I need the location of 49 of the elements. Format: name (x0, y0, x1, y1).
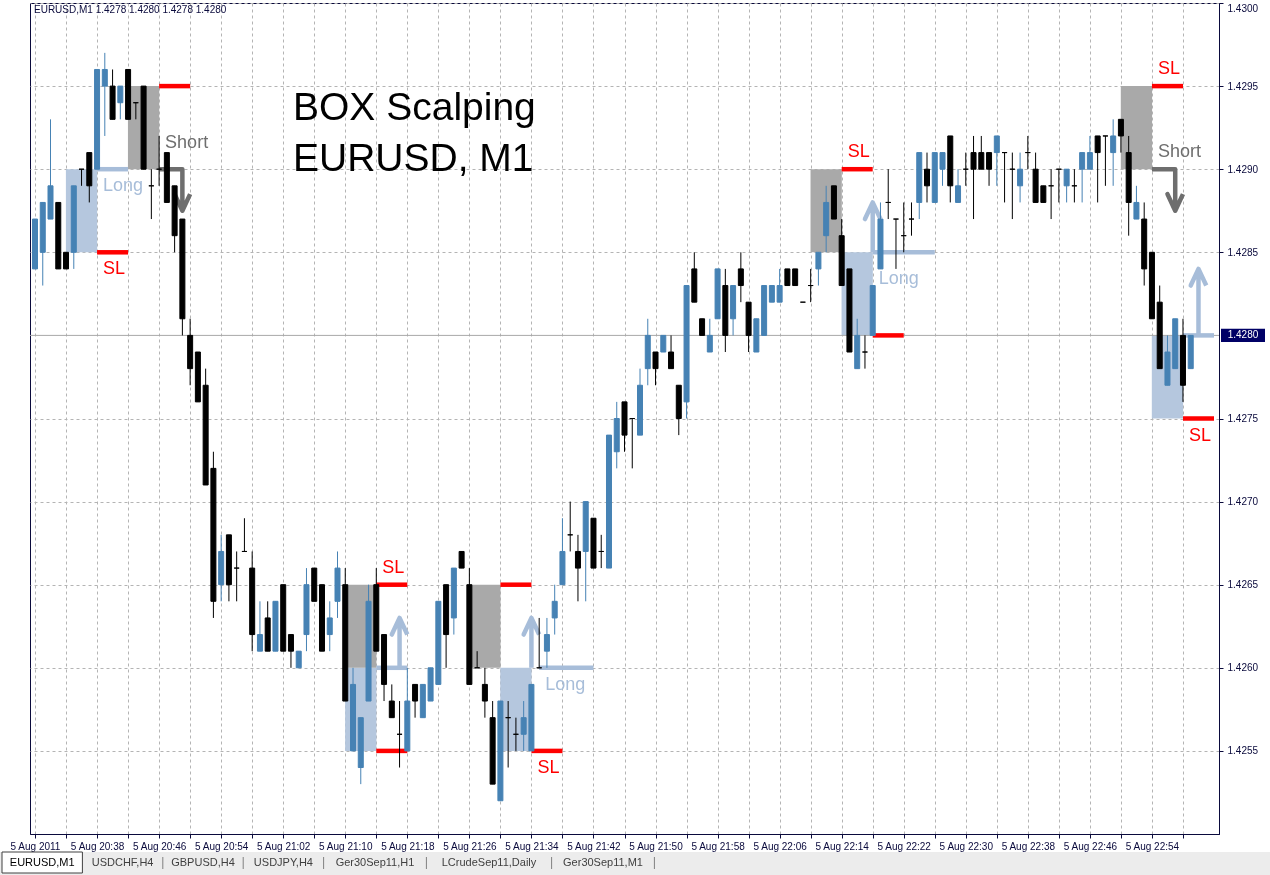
text: LCrudeSep11,Daily (441, 856, 537, 868)
x-tick-label: 5 Aug 22:46 (1063, 840, 1118, 852)
ref-line-label: 1.4280 (1227, 329, 1259, 341)
text: Ger30Sep11,M1 (563, 856, 643, 868)
x-tick-label: 5 Aug 21:10 (319, 840, 373, 852)
x-tick-label: 5 Aug 21:58 (691, 840, 746, 852)
x-tick-label: 5 Aug 20:54 (194, 840, 249, 852)
y-tick-label: 1.4265 (1227, 579, 1259, 591)
series-label: SL (103, 258, 126, 279)
x-tick-label: 5 Aug 20:46 (132, 840, 187, 852)
x-tick-label: 5 Aug 22:38 (1001, 840, 1056, 852)
x-tick-label: 5 Aug 22:14 (815, 840, 870, 852)
y-tick-label: 1.4285 (1227, 246, 1259, 258)
x-tick-label: 5 Aug 22:30 (939, 840, 994, 852)
x-tick-label: 5 Aug 21:50 (629, 840, 684, 852)
series-label: SL (1188, 424, 1212, 445)
x-tick-label: 5 Aug 22:06 (753, 840, 808, 852)
y-tick-label: 1.4260 (1227, 662, 1259, 674)
series-label: SL (537, 756, 560, 777)
series-label: Long (103, 175, 144, 196)
text: BOX Scalping EURUSD, M1 (293, 85, 536, 179)
text: USDCHF,H4 (91, 856, 154, 868)
text: GBPUSD,H4 (171, 856, 235, 868)
text: USDJPY,H4 (253, 856, 313, 868)
y-tick-label: 1.4295 (1227, 80, 1259, 92)
x-tick-label: 5 Aug 22:54 (1125, 840, 1180, 852)
x-tick-label: 5 Aug 21:26 (443, 840, 497, 852)
series-label: Short (1157, 141, 1201, 162)
text: Ger30Sep11,H1 (335, 856, 415, 868)
x-tick-label: 5 Aug 21:02 (257, 840, 311, 852)
chart-subtitle: EURUSD,M1 1.4278 1.4280 1.4278 1.4280 (34, 4, 227, 15)
x-tick-label: 5 Aug 22:22 (877, 840, 932, 852)
y-tick-label: 1.4255 (1227, 745, 1259, 757)
series-label: SL (1157, 58, 1180, 79)
x-tick-label: 5 Aug 21:42 (567, 840, 622, 852)
y-tick-label: 1.4270 (1227, 496, 1259, 508)
x-tick-label: 5 Aug 20:38 (70, 840, 125, 852)
x-tick-label: 5 Aug 2011 (10, 840, 61, 852)
x-tick-label: 5 Aug 21:34 (505, 840, 560, 852)
series-label: SL (382, 556, 405, 577)
series-label: SL (847, 141, 870, 162)
x-tick-label: 5 Aug 21:18 (381, 840, 435, 852)
y-tick-label: 1.4290 (1227, 163, 1259, 175)
y-tick-label: 1.4275 (1227, 413, 1259, 424)
series-label: Short (165, 131, 209, 152)
series-label: Long (878, 267, 919, 288)
y-tick-label: 1.4300 (1227, 2, 1259, 14)
text: EURUSD,M1 (9, 856, 75, 868)
series-label: Long (545, 673, 586, 694)
